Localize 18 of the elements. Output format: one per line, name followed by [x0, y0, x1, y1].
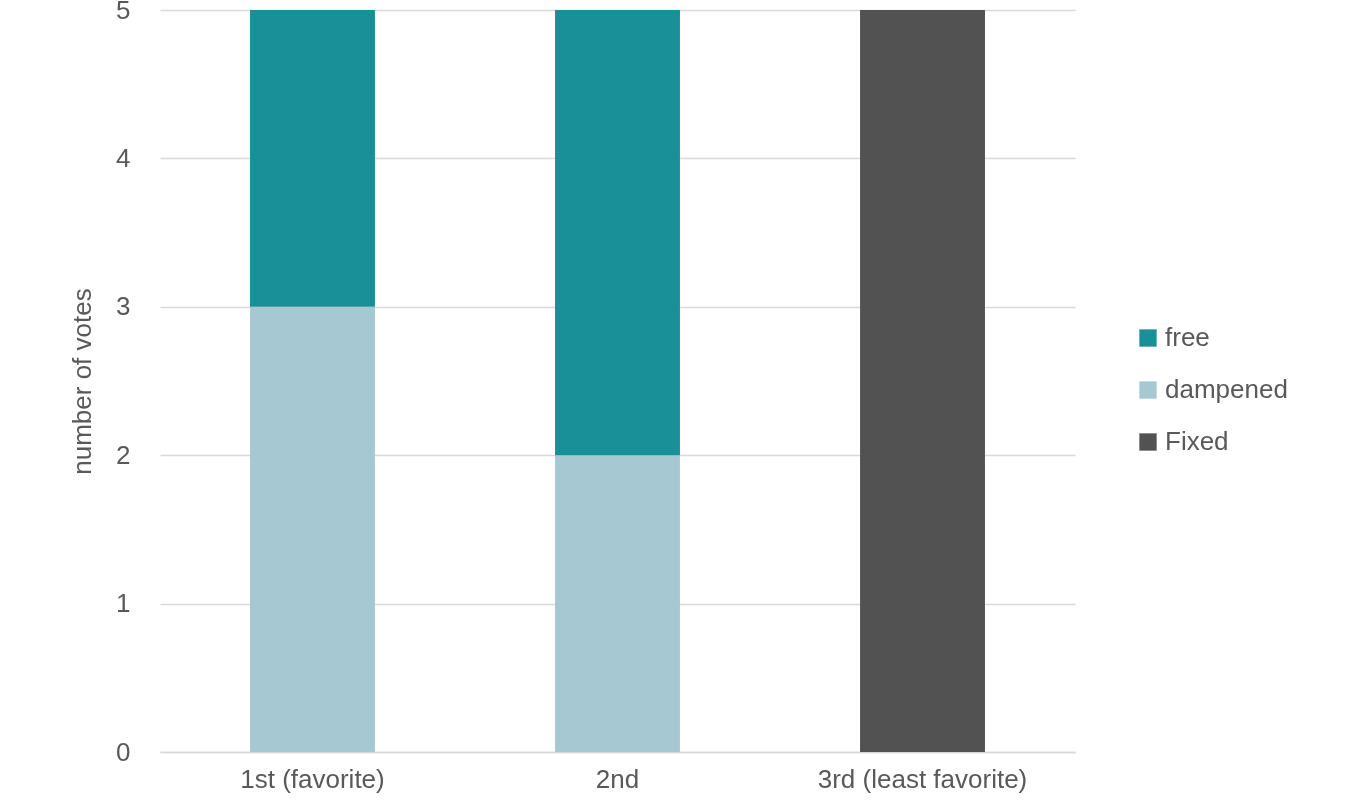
- legend-label: free: [1165, 322, 1210, 352]
- bar: [860, 10, 985, 752]
- x-tick-label: 2nd: [595, 763, 640, 794]
- y-tick-label: 4: [116, 142, 131, 173]
- bar: [250, 10, 375, 307]
- y-tick-label: 0: [116, 736, 131, 767]
- x-tick-label: 1st (favorite): [240, 763, 385, 794]
- y-tick-label: 5: [116, 0, 131, 25]
- legend-label: Fixed: [1165, 426, 1229, 456]
- bar: [555, 10, 680, 456]
- bar: [250, 306, 375, 752]
- y-tick-label: 1: [116, 588, 131, 619]
- x-tick-label: 3rd (least favorite): [817, 763, 1028, 794]
- y-axis-title: number of votes: [67, 288, 98, 475]
- bar: [555, 455, 680, 752]
- y-tick-label: 2: [116, 439, 131, 470]
- y-tick-label: 3: [116, 291, 131, 322]
- legend-label: dampened: [1165, 374, 1288, 404]
